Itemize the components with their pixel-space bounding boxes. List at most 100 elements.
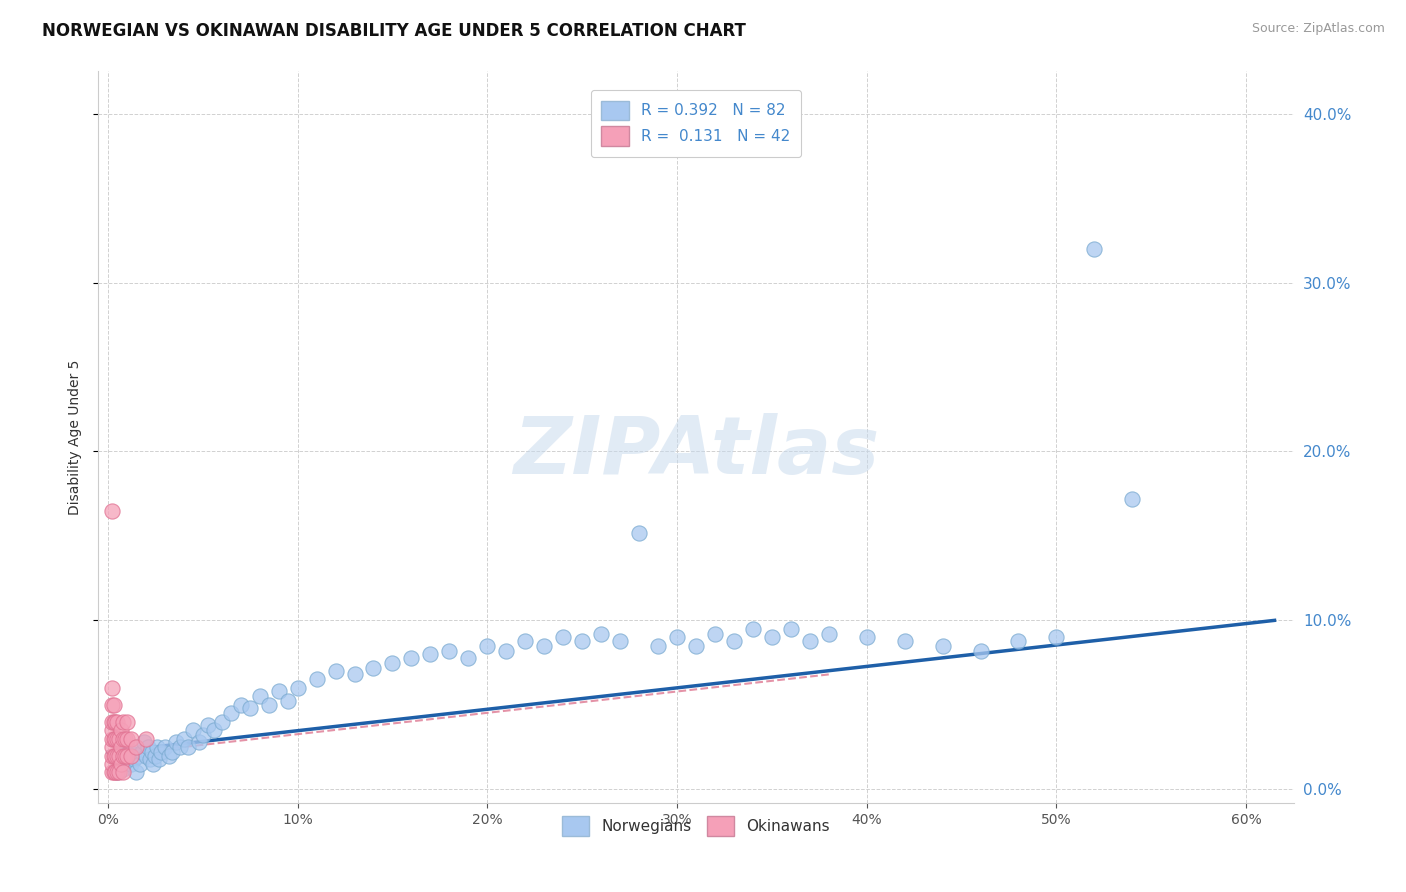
Point [114,748,136,763]
Point [477,639,499,653]
Point [457,650,479,665]
Point [129,756,152,771]
Point [108,731,131,746]
Point [969,644,991,658]
Point [239,701,262,715]
Point [112,765,135,780]
Point [287,681,309,695]
Point [100,740,122,755]
Y-axis label: Disability Age Under 5: Disability Age Under 5 [69,359,83,515]
Point [115,752,138,766]
Point [173,731,195,746]
Point [855,630,877,644]
Point [439,644,461,658]
Point [761,630,783,644]
Point [100,681,122,695]
Point [108,748,131,763]
Point [100,503,122,517]
Point [105,731,128,746]
Point [127,748,149,763]
Point [125,740,148,755]
Text: Source: ZipAtlas.com: Source: ZipAtlas.com [1251,22,1385,36]
Point [112,762,135,776]
Point [125,740,148,755]
Point [132,735,155,749]
Point [169,740,191,755]
Point [229,698,252,712]
Point [115,748,138,763]
Point [112,748,135,763]
Point [138,752,160,766]
Point [305,673,328,687]
Point [817,627,839,641]
Point [666,630,689,644]
Point [176,740,198,755]
Point [125,765,148,780]
Point [191,728,214,742]
Point [277,694,299,708]
Point [104,765,127,780]
Point [799,633,821,648]
Point [533,639,555,653]
Point [131,745,153,759]
Point [1121,491,1143,506]
Point [419,647,441,661]
Point [105,765,128,780]
Point [143,748,166,763]
Point [553,630,575,644]
Point [108,765,131,780]
Point [609,633,631,648]
Point [118,745,141,759]
Text: ZIPAtlas: ZIPAtlas [513,413,879,491]
Point [103,698,125,712]
Point [100,698,122,712]
Point [647,639,669,653]
Point [110,740,132,755]
Point [165,735,187,749]
Point [1007,633,1029,648]
Point [100,756,122,771]
Point [100,765,122,780]
Point [110,723,132,738]
Point [100,723,122,738]
Point [115,740,138,755]
Point [162,745,184,759]
Point [188,735,211,749]
Point [142,756,165,771]
Text: NORWEGIAN VS OKINAWAN DISABILITY AGE UNDER 5 CORRELATION CHART: NORWEGIAN VS OKINAWAN DISABILITY AGE UND… [42,22,747,40]
Point [136,740,159,755]
Point [112,731,135,746]
Point [103,731,125,746]
Point [104,731,127,746]
Point [103,765,125,780]
Point [495,644,517,658]
Point [893,633,915,648]
Point [181,723,204,738]
Point [249,690,271,704]
Point [146,740,169,755]
Point [219,706,242,721]
Point [121,748,143,763]
Legend: Norwegians, Okinawans: Norwegians, Okinawans [551,805,841,847]
Point [148,752,170,766]
Point [343,667,366,681]
Point [157,748,180,763]
Point [779,622,801,636]
Point [105,748,128,763]
Point [571,633,593,648]
Point [135,731,157,746]
Point [100,748,122,763]
Point [211,714,233,729]
Point [112,714,135,729]
Point [723,633,745,648]
Point [703,627,725,641]
Point [115,731,138,746]
Point [685,639,707,653]
Point [124,752,146,766]
Point [515,633,537,648]
Point [1045,630,1067,644]
Point [135,748,157,763]
Point [153,740,176,755]
Point [267,684,290,698]
Point [104,714,127,729]
